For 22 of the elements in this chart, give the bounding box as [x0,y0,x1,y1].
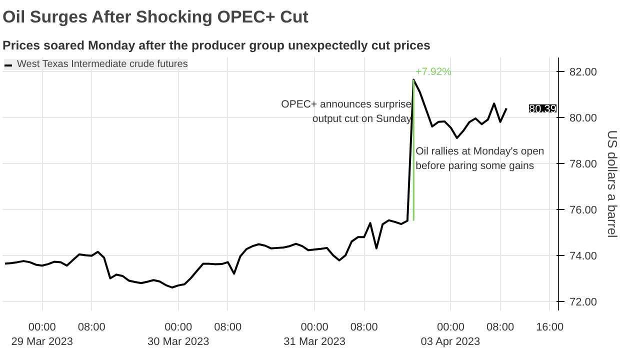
y-tick-label: 78.00 [570,158,598,170]
y-tick-label: 80.00 [570,112,598,124]
x-tick-label: 08:00 [486,322,514,334]
x-tick-label: 00:00 30 Mar 2023 [147,322,210,348]
x-tick-label: 08:00 [350,322,378,334]
y-tick-label: 76.00 [570,204,598,216]
x-tick-label: 08:00 [214,322,242,334]
y-tick-label: 72.00 [570,296,598,308]
chart-subtitle: Prices soared Monday after the producer group unexpectedly cut prices [2,38,430,52]
annotation: 80.39 [528,103,557,116]
x-tick-label: 00:00 03 Apr 2023 [420,322,480,348]
legend-label: West Texas Intermediate crude futures [17,59,188,70]
x-tick-label: 16:00 [536,322,564,334]
y-tick-label: 74.00 [570,250,598,262]
x-tick-label: 08:00 [78,322,106,334]
x-tick-label: 00:00 31 Mar 2023 [284,322,346,348]
chart-title: Oil Surges After Shocking OPEC+ Cut [2,8,309,26]
y-tick-label: 82.00 [570,66,598,78]
x-tick-label: 00:00 29 Mar 2023 [11,322,74,348]
annotation: +7.92% [416,66,452,78]
y-axis-title: US dollars a barrel [605,130,620,238]
annotation: Oil rallies at Monday's open before paring some gains [416,146,544,172]
